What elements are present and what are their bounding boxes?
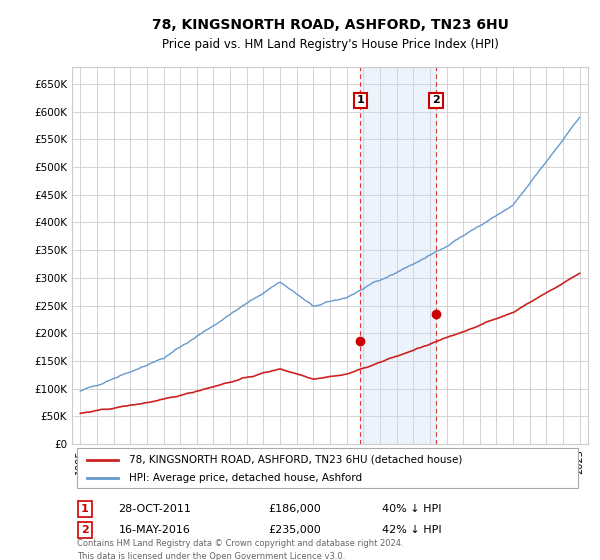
- Text: 1: 1: [81, 504, 89, 514]
- Text: 2: 2: [432, 95, 440, 105]
- Text: This data is licensed under the Open Government Licence v3.0.: This data is licensed under the Open Gov…: [77, 552, 346, 560]
- Text: £235,000: £235,000: [268, 525, 321, 535]
- Text: 40% ↓ HPI: 40% ↓ HPI: [382, 504, 441, 514]
- Text: Price paid vs. HM Land Registry's House Price Index (HPI): Price paid vs. HM Land Registry's House …: [161, 38, 499, 52]
- Text: Contains HM Land Registry data © Crown copyright and database right 2024.: Contains HM Land Registry data © Crown c…: [77, 539, 404, 548]
- Text: £186,000: £186,000: [268, 504, 321, 514]
- Text: 2: 2: [81, 525, 89, 535]
- Text: 78, KINGSNORTH ROAD, ASHFORD, TN23 6HU (detached house): 78, KINGSNORTH ROAD, ASHFORD, TN23 6HU (…: [129, 455, 462, 465]
- Text: 28-OCT-2011: 28-OCT-2011: [118, 504, 191, 514]
- Text: 16-MAY-2016: 16-MAY-2016: [118, 525, 190, 535]
- Bar: [361, 67, 436, 444]
- Text: 1: 1: [356, 95, 364, 105]
- Text: 78, KINGSNORTH ROAD, ASHFORD, TN23 6HU: 78, KINGSNORTH ROAD, ASHFORD, TN23 6HU: [152, 18, 508, 32]
- Text: HPI: Average price, detached house, Ashford: HPI: Average price, detached house, Ashf…: [129, 473, 362, 483]
- Text: 42% ↓ HPI: 42% ↓ HPI: [382, 525, 441, 535]
